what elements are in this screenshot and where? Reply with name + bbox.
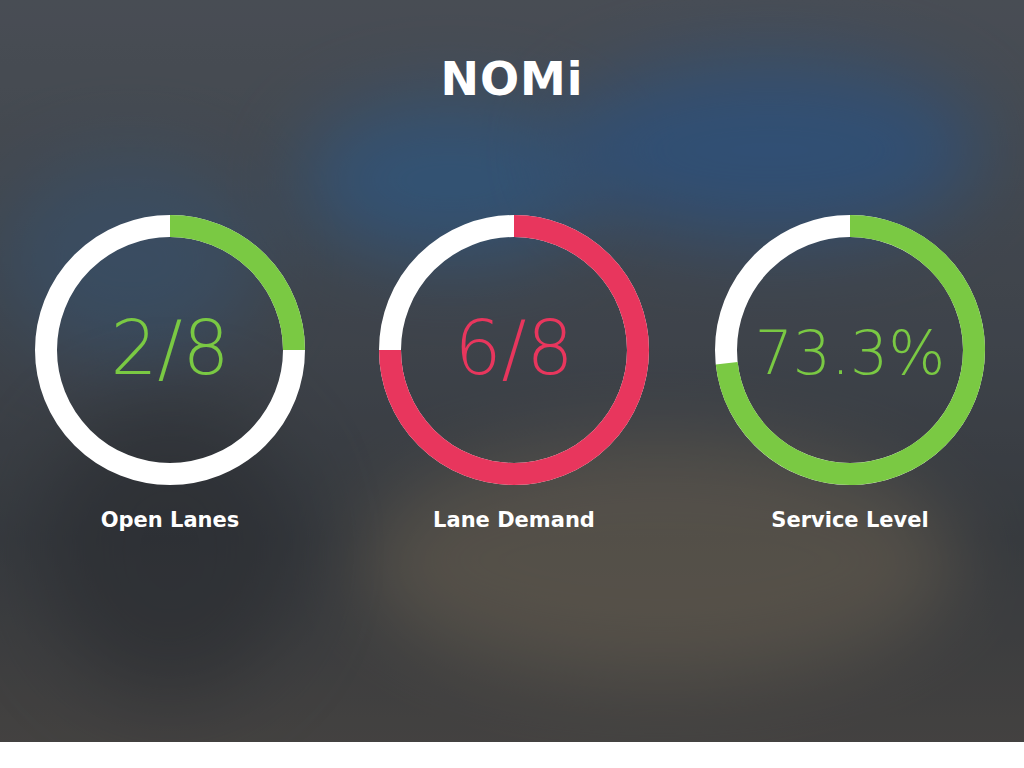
gauge-arc [390,226,638,474]
value-label: 73.3% [755,318,946,388]
gauge: 73.3% Service Level [726,226,974,532]
bottom-strip [0,742,1024,768]
gauge: 2/8 Open Lanes [46,226,294,532]
value-label: 6/8 [454,305,573,391]
value-label: 2/8 [110,305,229,391]
gauge-arc [727,226,974,474]
gauge-title: Lane Demand [433,508,595,532]
gauge-track [390,226,638,474]
gauge-track [46,226,294,474]
dashboard: NOMi 2/8 Open Lanes 6/8 Lane Demand 73.3% Ser… [0,0,1024,768]
gauges: 2/8 Open Lanes 6/8 Lane Demand 73.3% Service … [0,0,1024,768]
gauge-title: Service Level [771,508,928,532]
gauge-track [726,226,974,474]
logo: NOMi [0,52,1024,106]
gauge: 6/8 Lane Demand [390,226,638,532]
gauge-title: Open Lanes [101,508,240,532]
